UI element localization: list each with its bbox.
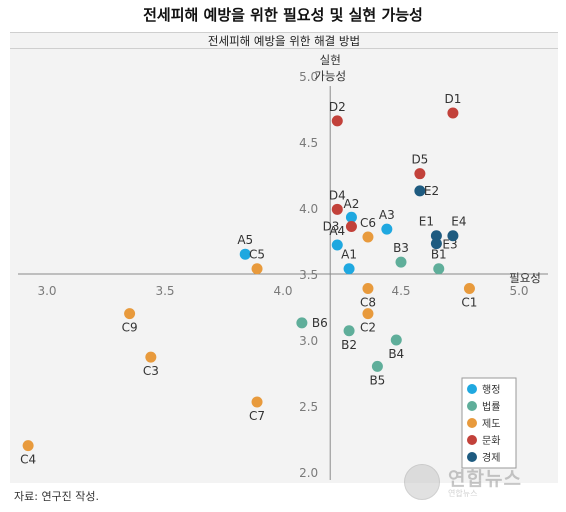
data-point-c2 — [362, 308, 374, 320]
legend-label-0: 행정 — [482, 384, 500, 396]
data-point-c1 — [463, 283, 475, 295]
y-axis-title-line2: 가능성 — [314, 69, 346, 83]
y-axis-title-line1: 실현 — [320, 53, 341, 67]
data-label-c8: C8 — [360, 296, 376, 310]
source-note: 자료: 연구진 작성. — [14, 490, 100, 503]
y-tick-label: 2.0 — [299, 466, 318, 480]
data-point-c3 — [145, 351, 157, 363]
legend-swatch-4 — [467, 452, 477, 462]
legend-label-1: 법률 — [482, 401, 500, 413]
x-tick-label: 3.5 — [155, 284, 174, 298]
data-point-e1 — [430, 230, 442, 242]
data-label-e4: E4 — [451, 215, 466, 229]
data-point-b2 — [343, 325, 355, 337]
data-point-a3 — [381, 223, 393, 235]
x-tick-label: 3.0 — [37, 284, 56, 298]
data-label-b4: B4 — [388, 347, 404, 361]
data-label-d5: D5 — [411, 153, 428, 167]
y-tick-label: 3.0 — [299, 334, 318, 348]
legend-label-3: 문화 — [482, 435, 500, 447]
data-point-d5 — [414, 168, 426, 180]
data-point-c7 — [251, 396, 263, 408]
data-point-c4 — [22, 440, 34, 452]
watermark-emblem-icon — [404, 464, 440, 500]
data-label-b2: B2 — [341, 338, 357, 352]
data-label-a4: A4 — [329, 224, 345, 238]
data-label-c7: C7 — [249, 409, 265, 423]
title-divider — [10, 48, 558, 49]
data-label-c6: C6 — [360, 216, 376, 230]
x-axis-title: 필요성 — [509, 271, 541, 285]
legend-swatch-2 — [467, 418, 477, 428]
data-point-c9 — [124, 308, 136, 320]
legend-label-4: 경제 — [482, 451, 500, 464]
y-tick-label: 2.5 — [299, 400, 318, 414]
data-label-b3: B3 — [393, 241, 409, 255]
data-point-d1 — [447, 107, 459, 119]
data-point-b3 — [395, 256, 407, 268]
legend-swatch-3 — [467, 435, 477, 445]
data-label-d3: D3 — [323, 219, 340, 233]
data-point-b4 — [390, 334, 402, 346]
legend-label-2: 제도 — [482, 418, 500, 430]
data-point-a1 — [343, 263, 355, 275]
legend-swatch-1 — [467, 401, 477, 411]
data-point-e4 — [447, 230, 459, 242]
data-label-b6: B6 — [312, 316, 328, 330]
data-label-a3: A3 — [379, 208, 395, 222]
data-point-d4 — [331, 203, 343, 215]
data-label-d1: D1 — [444, 92, 461, 106]
watermark-logo: 연합뉴스 연합뉴스 — [402, 462, 562, 502]
data-label-e2: E2 — [424, 184, 439, 198]
legend-swatch-0 — [467, 384, 477, 394]
data-point-d3 — [345, 220, 357, 232]
y-tick-label: 5.0 — [299, 70, 318, 84]
data-label-c3: C3 — [143, 364, 159, 378]
x-tick-label: 4.0 — [273, 284, 292, 298]
data-label-a5: A5 — [237, 233, 253, 247]
watermark-text: 연합뉴스 — [448, 468, 522, 490]
data-label-a1: A1 — [341, 248, 357, 262]
data-point-e3 — [430, 238, 442, 250]
y-tick-label: 4.5 — [299, 136, 318, 150]
data-label-c1: C1 — [461, 296, 477, 310]
data-label-c9: C9 — [122, 321, 138, 335]
data-point-c6 — [362, 231, 374, 243]
data-point-c5 — [251, 263, 263, 275]
x-tick-label: 4.5 — [391, 284, 410, 298]
data-point-a2 — [345, 211, 357, 223]
watermark-subtext: 연합뉴스 — [448, 489, 478, 498]
data-point-e2 — [414, 185, 426, 197]
data-point-a4 — [331, 239, 343, 251]
data-label-d2: D2 — [329, 100, 346, 114]
data-label-b5: B5 — [369, 373, 385, 387]
data-label-d4: D4 — [329, 188, 346, 202]
data-point-b5 — [371, 360, 383, 372]
data-label-c5: C5 — [249, 248, 265, 262]
data-point-b6 — [296, 317, 308, 329]
y-tick-label: 4.0 — [299, 202, 318, 216]
data-label-e1: E1 — [419, 215, 434, 229]
data-label-c4: C4 — [20, 453, 36, 467]
x-tick-label: 5.0 — [509, 284, 528, 298]
data-point-c8 — [362, 283, 374, 295]
data-label-c2: C2 — [360, 321, 376, 335]
data-point-d2 — [331, 115, 343, 127]
data-point-a5 — [239, 248, 251, 260]
chart-title: 전세피해 예방을 위한 해결 방법 — [207, 34, 361, 48]
page-title: 전세피해 예방을 위한 필요성 및 실현 가능성 — [143, 6, 423, 24]
y-tick-label: 3.5 — [299, 268, 318, 282]
data-label-a2: A2 — [344, 197, 360, 211]
data-point-b1 — [433, 263, 445, 275]
data-label-b1: B1 — [431, 248, 447, 262]
